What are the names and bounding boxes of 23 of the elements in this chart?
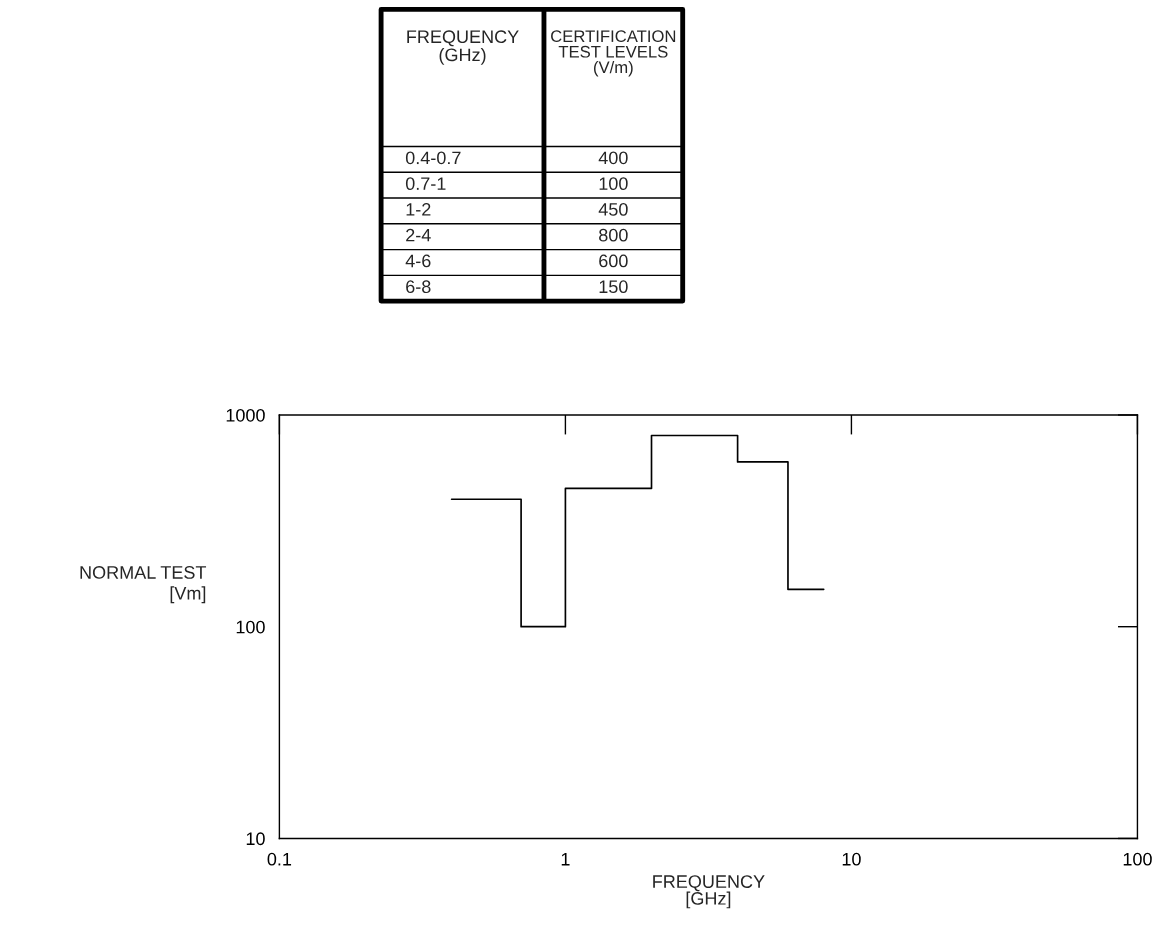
text: 0.7-1: [405, 177, 446, 191]
x-tick-label: 100: [1123, 852, 1152, 866]
text: 450: [598, 202, 628, 216]
text: 2-4: [406, 228, 431, 242]
text: 100: [599, 177, 628, 191]
y-tick-label: 10: [246, 832, 265, 846]
y-tick-label: 100: [236, 620, 265, 634]
text: 150: [599, 280, 628, 294]
text: 1-2: [406, 202, 431, 216]
text: 600: [599, 254, 628, 268]
x-tick-label: 10: [842, 852, 861, 866]
text: FREQUENCY (GHz): [407, 30, 519, 65]
x-axis-title: FREQUENCY [GHz]: [653, 875, 765, 909]
text: 400: [598, 151, 628, 165]
text: 4-6: [405, 254, 431, 268]
x-tick-label: 1: [561, 852, 570, 866]
text: 6-8: [406, 280, 431, 294]
text: 0.4-0.7: [405, 151, 461, 165]
y-axis-title: NORMAL TEST [Vm]: [80, 566, 207, 604]
x-tick-label: 0.1: [267, 852, 292, 866]
text: CERTIFICATION TEST LEVELS (V/m): [551, 30, 676, 77]
text: 800: [599, 228, 628, 242]
y-tick-label: 1000: [226, 408, 265, 422]
